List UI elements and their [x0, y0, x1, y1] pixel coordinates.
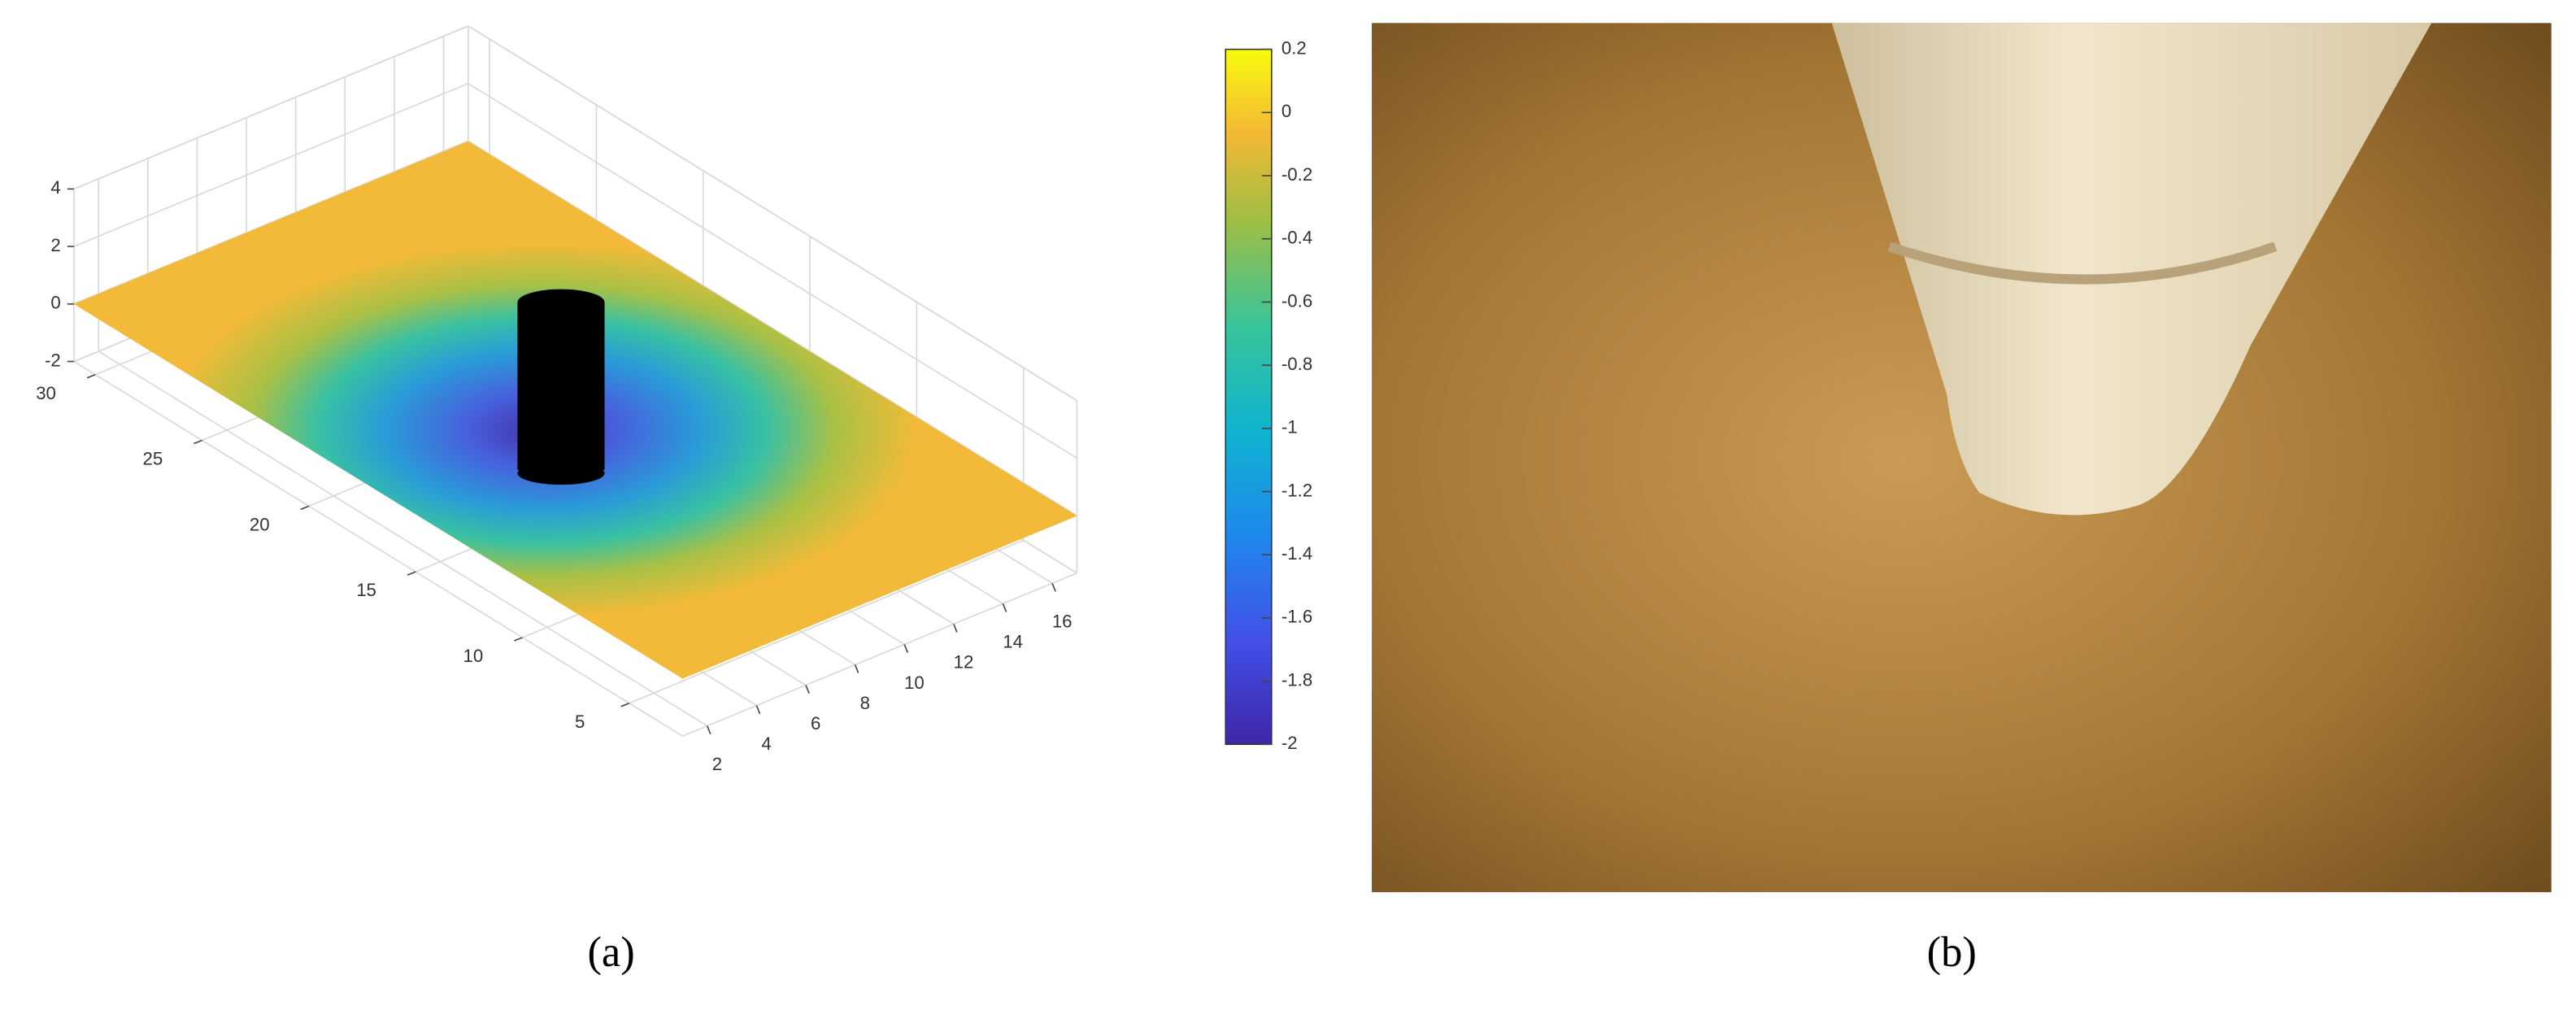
colorbar-tick-label: 0: [1281, 101, 1291, 121]
x-tick: [953, 624, 958, 633]
grid-line: [73, 25, 469, 190]
pile-top: [517, 289, 605, 316]
colorbar-tick-label: -0.2: [1281, 164, 1312, 185]
x-tick: [805, 685, 810, 694]
z-tick-label: 4: [50, 177, 60, 198]
z-tick-label: -2: [45, 350, 61, 370]
box-edge: [73, 360, 683, 737]
colorbar-tick-label: -1.6: [1281, 607, 1312, 627]
x-tick-label: 14: [1003, 632, 1023, 652]
colorbar-tick-label: 0.2: [1281, 38, 1307, 59]
y-tick: [620, 703, 630, 707]
x-tick: [854, 664, 859, 673]
y-tick-label: 5: [575, 712, 585, 732]
x-tick: [755, 705, 761, 714]
grid-line: [73, 140, 469, 305]
y-tick-label: 20: [250, 514, 270, 534]
colorbar-tick-label: -0.8: [1281, 354, 1312, 374]
photo-pile-ring: [1887, 242, 2278, 285]
z-tick-label: 2: [50, 235, 60, 255]
panel-label: (a): [587, 929, 634, 976]
pile-body: [517, 302, 605, 470]
pile-bottom: [517, 461, 605, 485]
x-tick-label: 10: [904, 673, 925, 693]
colorbar-tick-label: -0.4: [1281, 228, 1312, 248]
x-tick-label: 2: [712, 754, 722, 774]
grid-line: [629, 539, 1025, 704]
colorbar-tick-label: -1.4: [1281, 543, 1312, 564]
photo: [1372, 23, 2552, 893]
colorbar-tick-label: -1.2: [1281, 480, 1312, 500]
x-tick: [903, 644, 909, 653]
grid-line: [468, 25, 1077, 402]
y-tick-label: 30: [36, 383, 56, 403]
x-tick-label: 6: [811, 713, 820, 734]
x-tick: [1002, 603, 1007, 612]
x-tick-label: 4: [761, 734, 771, 754]
colorbar: [1225, 48, 1273, 746]
x-tick-label: 8: [860, 693, 870, 713]
panel-label: (b): [1927, 929, 1977, 976]
y-tick: [86, 373, 96, 379]
colorbar-tick-label: -0.6: [1281, 290, 1312, 311]
x-tick-label: 16: [1052, 612, 1073, 632]
y-tick-label: 15: [356, 580, 376, 600]
grid-line: [468, 82, 1077, 459]
box-edge: [682, 572, 1077, 737]
photo-pile: [1831, 23, 2432, 516]
x-tick: [1051, 582, 1056, 592]
pile: [517, 289, 605, 485]
y-tick: [300, 505, 310, 511]
grid-line: [468, 140, 1077, 516]
colorbar-tick-label: -1: [1281, 417, 1298, 438]
y-tick-label: 25: [143, 449, 163, 469]
z-tick-label: 0: [50, 293, 60, 313]
grid-line: [73, 82, 469, 247]
y-tick: [407, 571, 416, 576]
grid-line: [98, 350, 708, 727]
colorbar-tick-label: -2: [1281, 733, 1298, 753]
x-tick: [707, 725, 711, 735]
x-tick-label: 12: [954, 652, 974, 673]
y-tick: [194, 439, 202, 445]
y-tick-label: 10: [463, 646, 484, 666]
colorbar-tick-label: -1.8: [1281, 669, 1312, 690]
y-tick: [514, 637, 523, 642]
